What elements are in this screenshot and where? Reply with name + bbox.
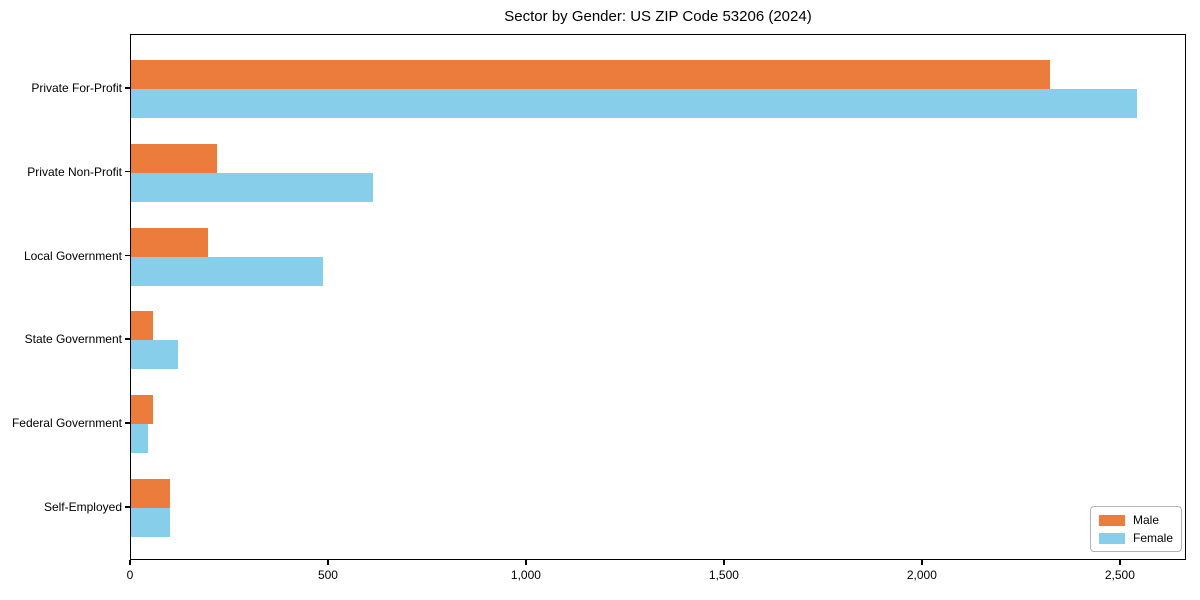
x-tick-mark [525, 560, 527, 565]
plot-area [130, 34, 1186, 560]
y-axis-label-self-employed: Self-Employed [43, 500, 122, 514]
y-axis-label-federal-government: Federal Government [11, 416, 122, 431]
x-tick-label-1-000: 1,000 [510, 568, 541, 582]
x-tick-mark [1119, 560, 1121, 565]
legend-label: Male [1133, 513, 1160, 527]
bar-female-state-government [131, 340, 178, 370]
bar-female-federal-government [131, 424, 148, 454]
bar-male-private-for-profit [131, 60, 1050, 89]
bar-female-private-for-profit [131, 89, 1137, 118]
x-tick-label-2-000: 2,000 [906, 568, 937, 582]
y-tick-mark [125, 87, 130, 89]
y-tick-mark [125, 422, 130, 424]
x-tick-label-0: 0 [126, 568, 134, 582]
y-axis-label-state-government: State Government [24, 332, 122, 347]
legend-swatch [1099, 514, 1125, 526]
x-tick-label-1-500: 1,500 [708, 568, 739, 582]
bar-female-local-government [131, 256, 323, 286]
x-tick-mark [327, 560, 329, 565]
y-tick-mark [125, 170, 130, 173]
y-tick-mark [125, 338, 130, 340]
bar-male-state-government [131, 311, 154, 341]
bar-female-self-employed [131, 508, 171, 537]
bar-male-self-employed [131, 479, 171, 508]
bar-female-private-non-profit [131, 172, 373, 202]
bar-male-private-non-profit [131, 143, 218, 173]
chart-title: Sector by Gender: US ZIP Code 53206 (202… [504, 8, 812, 25]
legend-item-female: Female [1091, 529, 1181, 547]
x-tick-label-2-500: 2,500 [1104, 568, 1135, 582]
x-tick-mark [921, 560, 923, 565]
bar-male-federal-government [131, 395, 154, 425]
x-tick-mark [723, 560, 725, 565]
y-axis-label-local-government: Local Government [23, 248, 122, 263]
legend-label: Female [1133, 531, 1174, 545]
y-tick-mark [125, 506, 130, 508]
legend-item-male: Male [1091, 511, 1181, 529]
bar-male-local-government [131, 227, 209, 257]
x-tick-label-500: 500 [317, 568, 338, 582]
legend: Male Female [1090, 506, 1182, 552]
y-axis-label-private-for-profit: Private For-Profit [31, 81, 122, 95]
y-tick-mark [125, 254, 130, 257]
legend-swatch [1099, 532, 1125, 544]
y-axis-label-private-non-profit: Private Non-Profit [27, 164, 122, 179]
x-tick-mark [129, 560, 131, 565]
